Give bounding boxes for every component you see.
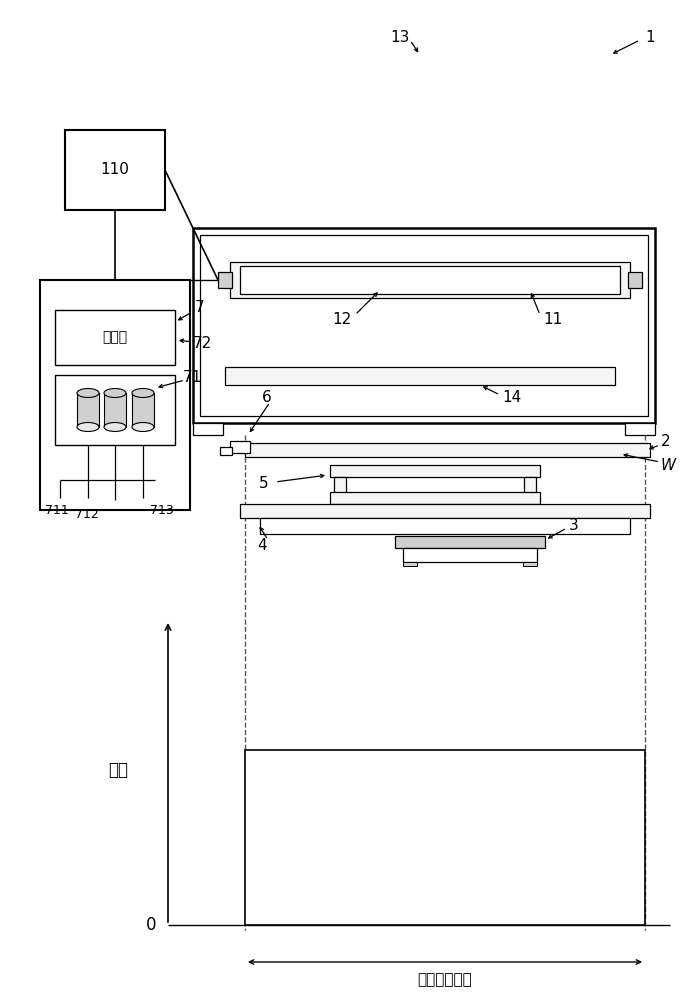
Text: 11: 11 xyxy=(543,312,563,328)
Text: 7: 7 xyxy=(196,300,205,316)
Bar xyxy=(193,423,223,435)
Text: 有効照射区域: 有効照射区域 xyxy=(418,972,473,988)
Bar xyxy=(230,262,630,298)
Bar xyxy=(200,235,648,416)
Bar xyxy=(330,465,540,477)
Bar xyxy=(334,477,346,494)
Bar xyxy=(240,504,650,518)
Bar xyxy=(245,443,650,457)
Bar xyxy=(225,367,615,385)
Text: 13: 13 xyxy=(390,29,410,44)
Bar xyxy=(193,228,655,423)
Bar xyxy=(40,280,190,510)
Text: 110: 110 xyxy=(101,162,130,178)
Text: 71: 71 xyxy=(182,369,202,384)
Ellipse shape xyxy=(77,388,99,397)
Ellipse shape xyxy=(77,422,99,432)
Bar xyxy=(523,562,537,566)
Bar xyxy=(220,447,232,455)
Bar xyxy=(65,130,165,210)
Bar xyxy=(395,536,545,548)
Bar xyxy=(104,393,126,427)
Text: 12: 12 xyxy=(333,312,352,328)
Text: 712: 712 xyxy=(75,508,99,522)
Text: 713: 713 xyxy=(150,504,174,516)
Text: 0: 0 xyxy=(145,916,156,934)
Text: 4: 4 xyxy=(257,538,267,552)
Text: 1: 1 xyxy=(646,29,655,44)
Bar xyxy=(625,423,655,435)
Text: 5: 5 xyxy=(259,477,269,491)
Bar xyxy=(330,492,540,504)
Ellipse shape xyxy=(104,422,126,432)
Ellipse shape xyxy=(104,388,126,397)
Bar xyxy=(403,548,537,562)
Bar xyxy=(240,266,620,294)
Bar xyxy=(628,272,642,288)
Bar xyxy=(55,375,175,445)
Text: 711: 711 xyxy=(45,504,69,516)
Text: 照度: 照度 xyxy=(108,761,128,779)
Ellipse shape xyxy=(132,422,154,432)
Text: 3: 3 xyxy=(569,518,579,532)
Bar xyxy=(230,441,250,453)
Bar xyxy=(132,393,154,427)
Bar xyxy=(524,477,536,494)
Text: 14: 14 xyxy=(502,390,521,406)
Text: 72: 72 xyxy=(192,336,211,352)
Text: 6: 6 xyxy=(262,389,272,404)
Bar xyxy=(218,272,232,288)
Text: 2: 2 xyxy=(661,434,671,450)
Bar xyxy=(403,562,417,566)
Bar xyxy=(77,393,99,427)
Text: W: W xyxy=(661,458,676,474)
Text: 处理器: 处理器 xyxy=(102,330,128,344)
Ellipse shape xyxy=(132,388,154,397)
Bar xyxy=(245,750,645,925)
Bar xyxy=(55,310,175,365)
Bar xyxy=(260,518,630,534)
